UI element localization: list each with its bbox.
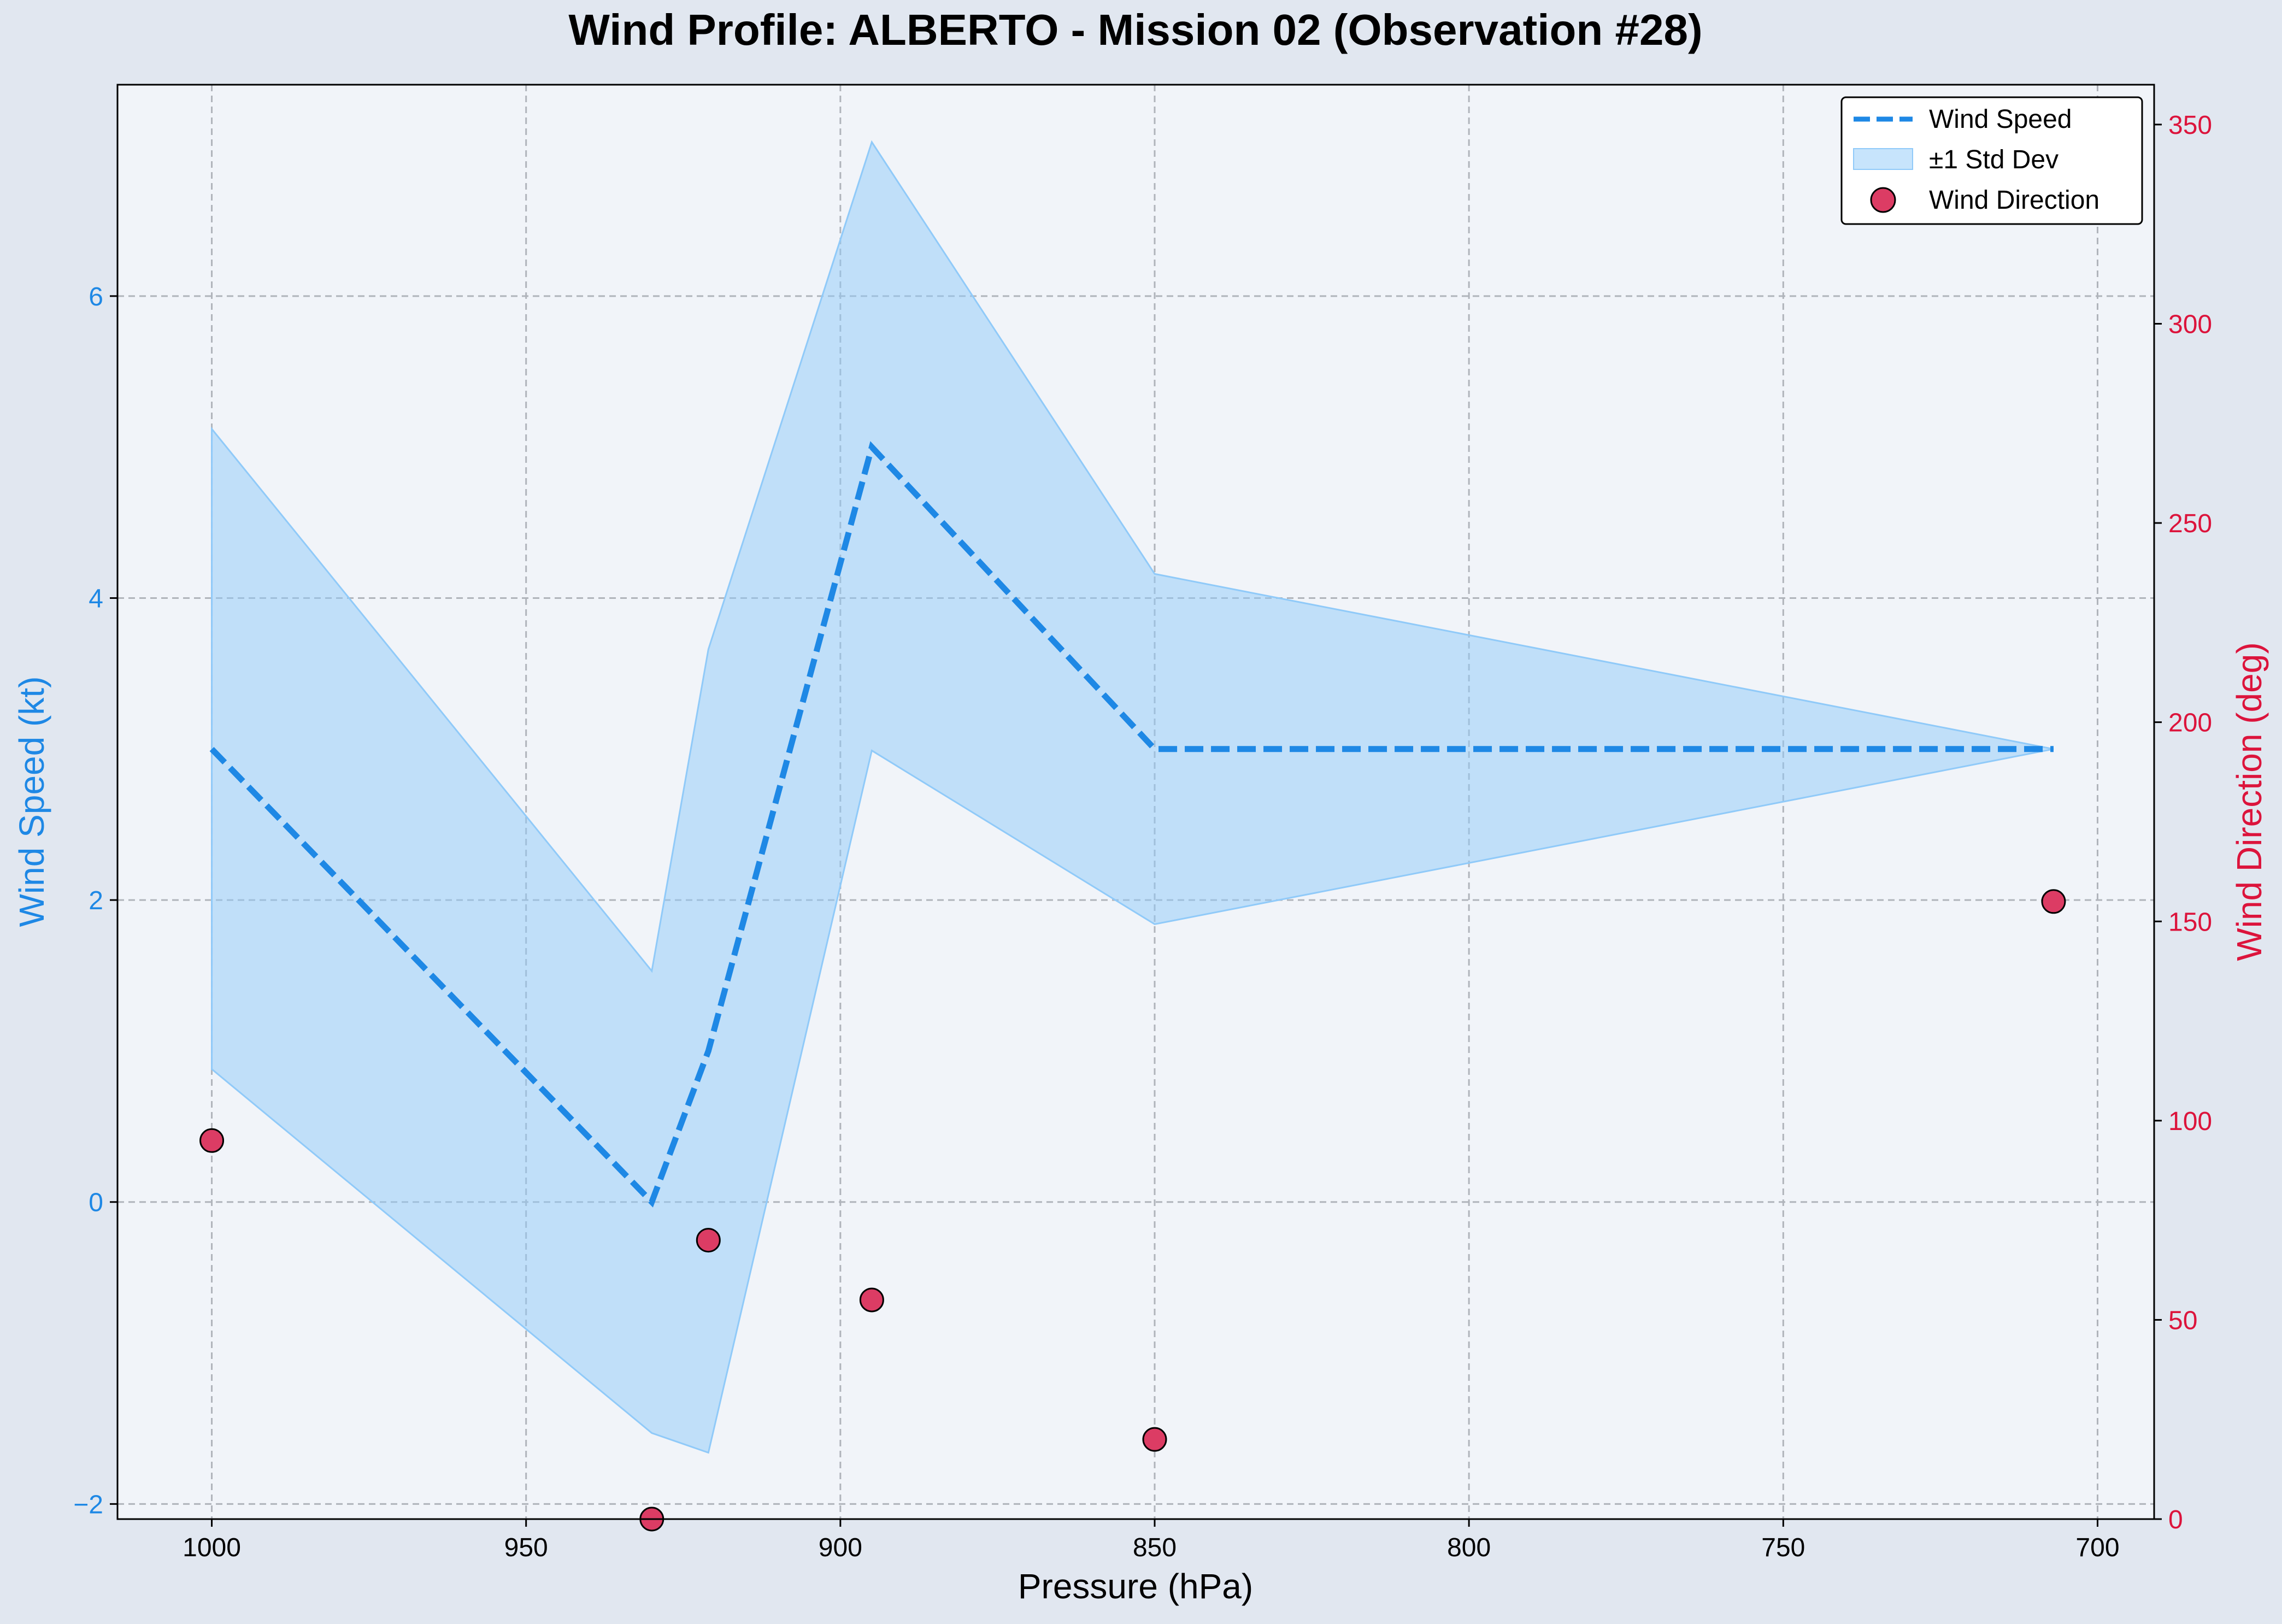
left-y-axis-label: Wind Speed (kt) [12, 676, 51, 927]
right-y-tick-label: 300 [2168, 310, 2212, 339]
legend: Wind Speed ±1 Std Dev Wind Direction [1840, 96, 2143, 225]
left-y-tick-label: 6 [89, 283, 103, 311]
wind-direction-point [859, 1287, 884, 1313]
x-tick-label: 900 [819, 1533, 862, 1562]
legend-box [1840, 96, 2143, 225]
wind-direction-point [199, 1128, 225, 1153]
wind-direction-point [696, 1228, 721, 1253]
wind-speed-layer [209, 441, 2054, 1208]
x-tick-label: 800 [1447, 1533, 1491, 1562]
x-axis-ticks: 1000 950 900 850 800 750 700 [183, 1519, 2120, 1562]
legend-std-dev-swatch [1853, 148, 1913, 170]
right-y-tick-label: 150 [2168, 908, 2212, 937]
left-y-tick-label: 4 [89, 584, 103, 613]
x-tick-label: 850 [1133, 1533, 1177, 1562]
right-y-tick-label: 50 [2168, 1306, 2197, 1335]
right-y-tick-label: 350 [2168, 111, 2212, 140]
right-y-tick-label: 100 [2168, 1107, 2212, 1136]
legend-wind-direction-swatch [1870, 187, 1896, 213]
right-y-tick-label: 0 [2168, 1505, 2183, 1534]
left-y-tick-label: 0 [89, 1188, 103, 1217]
legend-wind-direction-label: Wind Direction [1929, 186, 2099, 215]
chart-title: Wind Profile: ALBERTO - Mission 02 (Obse… [568, 5, 1702, 54]
left-y-tick-label: −2 [73, 1490, 103, 1519]
x-tick-label: 1000 [183, 1533, 241, 1562]
std-dev-band-layer [211, 140, 2054, 1454]
plot-frame [116, 84, 2155, 1520]
right-y-axis-label: Wind Direction (deg) [2230, 642, 2269, 961]
grid-lines [117, 85, 2154, 1519]
x-tick-label: 700 [2075, 1533, 2119, 1562]
legend-std-dev-label: ±1 Std Dev [1929, 145, 2058, 174]
left-axis-ticks: −2 0 2 4 6 [73, 283, 117, 1519]
legend-wind-speed-label: Wind Speed [1929, 105, 2072, 134]
x-axis-label: Pressure (hPa) [1018, 1567, 1253, 1606]
wind-direction-point [2041, 889, 2066, 914]
x-tick-label: 750 [1761, 1533, 1805, 1562]
right-y-tick-label: 250 [2168, 509, 2212, 538]
x-tick-label: 950 [504, 1533, 548, 1562]
right-y-tick-label: 200 [2168, 709, 2212, 738]
right-axis-ticks: 0 50 100 150 200 250 300 350 [2154, 111, 2212, 1534]
std-dev-band [211, 140, 2054, 1454]
wind-speed-line [209, 441, 2054, 1208]
left-y-tick-label: 2 [89, 886, 103, 915]
wind-direction-layer [199, 889, 2066, 1532]
wind-direction-point [1142, 1427, 1167, 1452]
